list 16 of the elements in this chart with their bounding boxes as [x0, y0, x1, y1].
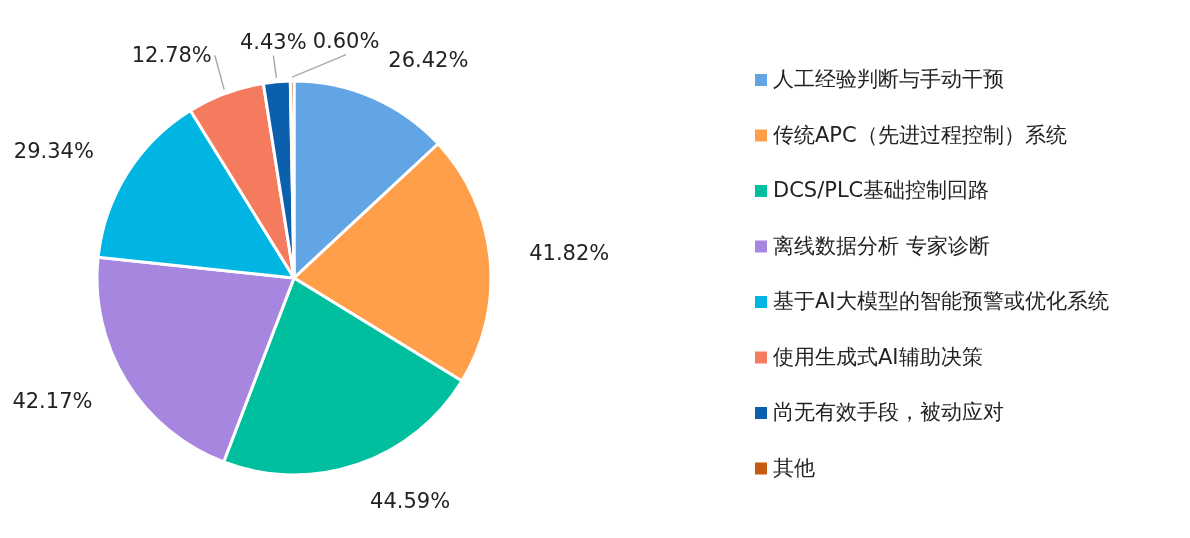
data-label: 12.78% — [131, 43, 212, 68]
legend-label: 使用生成式AI辅助决策 — [773, 344, 983, 369]
legend-label: DCS/PLC基础控制回路 — [773, 178, 990, 202]
legend-label: 尚无有效手段，被动应对 — [773, 400, 1004, 424]
data-label: 44.59% — [370, 488, 451, 513]
legend-label: 传统APC（先进过程控制）系统 — [773, 122, 1067, 147]
legend-label: 离线数据分析 专家诊断 — [773, 233, 990, 258]
legend-label: 人工经验判断与手动干预 — [773, 67, 1004, 91]
data-label: 41.82% — [529, 241, 610, 266]
legend-label: 其他 — [773, 455, 815, 480]
data-label: 29.34% — [13, 139, 94, 164]
data-label: 42.17% — [12, 388, 93, 413]
data-label: 0.60% — [312, 28, 380, 53]
legend-label: 基于AI大模型的智能预警或优化系统 — [773, 289, 1109, 313]
data-label: 26.42% — [388, 48, 469, 73]
data-label: 4.43% — [239, 29, 307, 54]
